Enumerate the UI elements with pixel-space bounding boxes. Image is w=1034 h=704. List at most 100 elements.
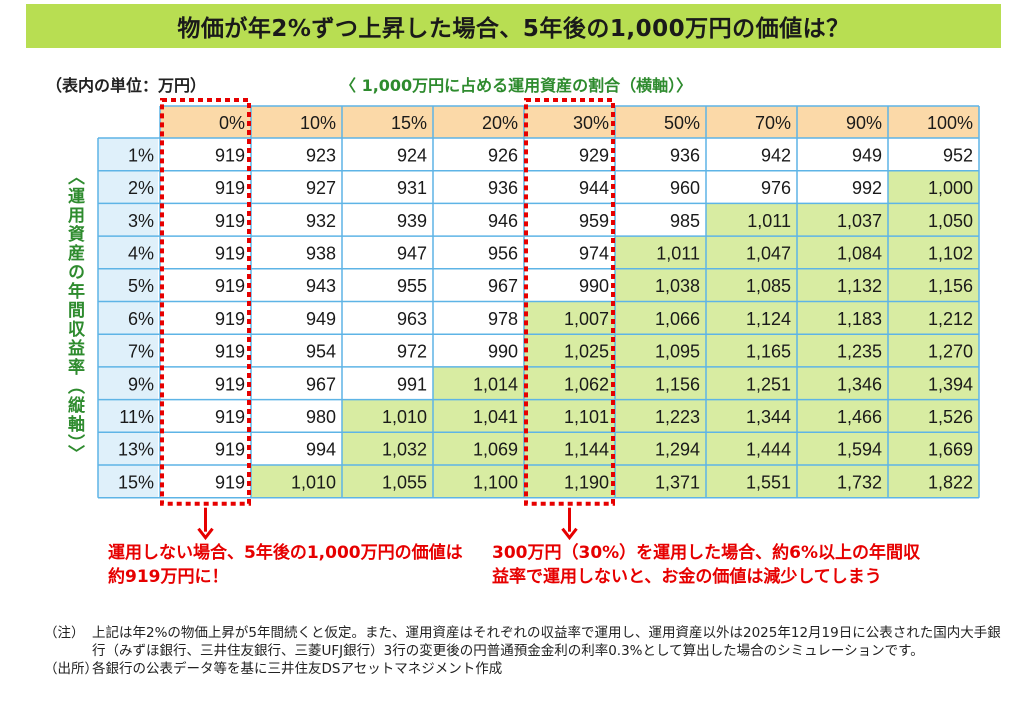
value-cell <box>342 366 433 400</box>
value-cell-above-1000 <box>615 366 706 400</box>
column-header-cell <box>160 106 251 138</box>
value-cell-above-1000 <box>615 236 706 269</box>
value-cell-above-1000 <box>615 432 706 465</box>
value-cell <box>251 301 342 335</box>
value-label: 926 <box>488 145 518 165</box>
value-cell <box>342 236 433 269</box>
row-header-cell <box>98 138 158 171</box>
value-cell-above-1000 <box>797 334 888 367</box>
row-header-cell <box>98 399 158 433</box>
value-cell-above-1000 <box>706 301 797 335</box>
source-text: 各銀行の公表データ等を基に三井住友DSアセットマネジメント作成 <box>92 661 503 677</box>
value-label: 1,551 <box>746 472 791 492</box>
value-cell-above-1000 <box>888 268 979 302</box>
value-cell <box>433 170 524 204</box>
value-cell-above-1000 <box>342 399 433 433</box>
value-cell <box>524 236 615 269</box>
value-cell <box>524 203 615 237</box>
value-cell-above-1000 <box>524 465 615 498</box>
y-axis-label: 〈運用資産の年間収益率（縦軸）〉 <box>64 168 84 464</box>
value-label: 992 <box>852 178 882 198</box>
column-header-label: 50% <box>664 113 700 133</box>
value-label: 1,594 <box>837 440 882 460</box>
value-label: 924 <box>397 145 427 165</box>
value-cell <box>615 138 706 171</box>
value-label: 1,732 <box>837 472 882 492</box>
value-label: 1,014 <box>473 374 518 394</box>
value-label: 1,101 <box>564 407 609 427</box>
value-cell <box>160 334 251 367</box>
value-cell-above-1000 <box>524 432 615 465</box>
value-label: 944 <box>579 178 609 198</box>
callout-30-percent: 300万円（30%）を運用した場合、約6%以上の年間収益率で運用しないと、お金の… <box>492 543 921 587</box>
value-label: 1,190 <box>564 472 609 492</box>
value-cell <box>342 138 433 171</box>
column-header-cell <box>706 106 797 138</box>
value-label: 967 <box>306 374 336 394</box>
value-label: 1,007 <box>564 309 609 329</box>
row-header-cell <box>98 366 158 400</box>
value-cell-above-1000 <box>797 399 888 433</box>
value-cell-above-1000 <box>706 334 797 367</box>
value-cell <box>251 399 342 433</box>
value-label: 1,371 <box>655 472 700 492</box>
value-label: 1,822 <box>928 472 973 492</box>
footnotes: （注） 上記は年2%の物価上昇が5年間続くと仮定。また、運用資産はそれぞれの収益… <box>44 624 1004 678</box>
value-label: 929 <box>579 145 609 165</box>
value-label: 919 <box>215 342 245 362</box>
value-cell-above-1000 <box>797 432 888 465</box>
value-cell-above-1000 <box>706 465 797 498</box>
value-label: 1,000 <box>928 178 973 198</box>
value-cell <box>433 203 524 237</box>
value-cell-above-1000 <box>615 268 706 302</box>
value-cell <box>342 268 433 302</box>
value-label: 1,344 <box>746 407 791 427</box>
arrow-head-icon <box>197 527 214 541</box>
value-cell <box>160 432 251 465</box>
value-cell <box>160 170 251 204</box>
value-label: 959 <box>579 211 609 231</box>
value-cell <box>797 170 888 204</box>
value-label: 1,346 <box>837 374 882 394</box>
note-tag: （注） <box>44 625 85 641</box>
value-label: 1,526 <box>928 407 973 427</box>
value-label: 1,294 <box>655 440 700 460</box>
value-cell-above-1000 <box>433 399 524 433</box>
row-header-label: 2% <box>128 178 154 198</box>
value-label: 1,037 <box>837 211 882 231</box>
value-cell <box>524 170 615 204</box>
note-text: 上記は年2%の物価上昇が5年間続くと仮定。また、運用資産はそれぞれの収益率で運用… <box>92 625 1001 659</box>
value-cell <box>433 334 524 367</box>
value-cell-above-1000 <box>706 399 797 433</box>
value-label: 1,038 <box>655 276 700 296</box>
value-label: 923 <box>306 145 336 165</box>
value-cell <box>706 138 797 171</box>
row-header-label: 6% <box>128 309 154 329</box>
row-header-cell <box>98 334 158 367</box>
row-header-label: 4% <box>128 243 154 263</box>
value-cell <box>251 268 342 302</box>
row-header-label: 11% <box>119 407 154 427</box>
value-label: 943 <box>306 276 336 296</box>
value-label: 990 <box>579 276 609 296</box>
row-header-label: 7% <box>128 342 154 362</box>
value-label: 952 <box>943 145 973 165</box>
value-label: 919 <box>215 145 245 165</box>
value-cell-above-1000 <box>706 268 797 302</box>
value-label: 985 <box>670 211 700 231</box>
value-label: 976 <box>761 178 791 198</box>
note-row: （注） 上記は年2%の物価上昇が5年間続くと仮定。また、運用資産はそれぞれの収益… <box>44 624 1004 660</box>
value-label: 1,132 <box>837 276 882 296</box>
page-title-text: 物価が年2%ずつ上昇した場合、5年後の1,000万円の価値は？ <box>177 16 850 42</box>
value-cell-above-1000 <box>524 366 615 400</box>
value-cell-above-1000 <box>888 236 979 269</box>
value-label: 974 <box>579 243 609 263</box>
value-cell-above-1000 <box>433 465 524 498</box>
value-cell <box>251 334 342 367</box>
unit-label: （表内の単位：万円） <box>46 76 207 95</box>
value-cell <box>160 366 251 400</box>
value-cell <box>160 203 251 237</box>
value-label: 1,466 <box>837 407 882 427</box>
value-label: 1,011 <box>747 211 791 231</box>
source-tag: （出所） <box>44 661 98 677</box>
